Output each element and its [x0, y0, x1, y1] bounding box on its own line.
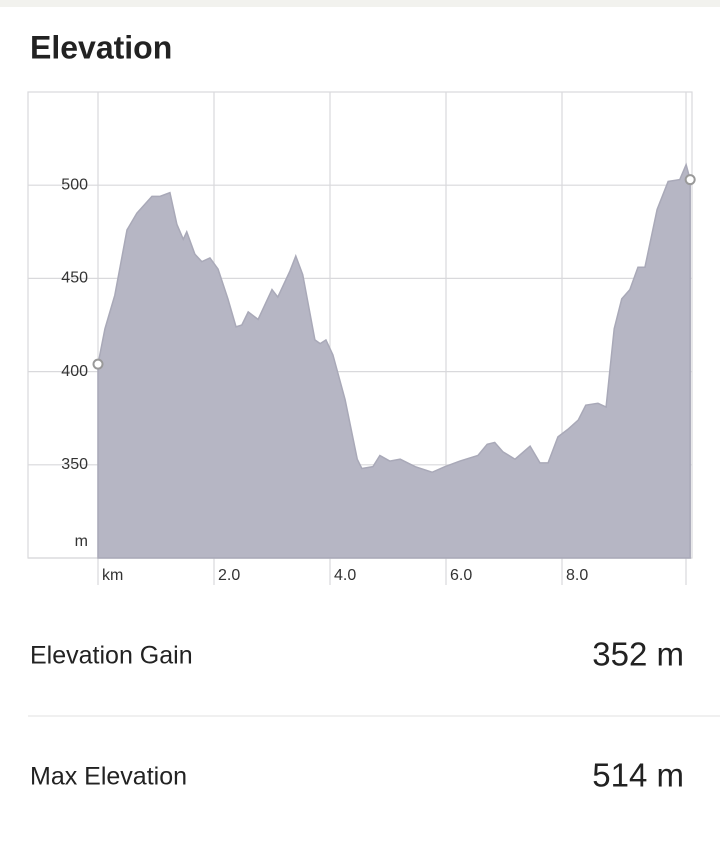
y-tick-label: 350: [61, 456, 88, 473]
stat-label: Max Elevation: [30, 763, 187, 791]
stat-value: 352 m: [592, 636, 684, 673]
plot: m 350 400 450 500 km 2.0 4.0 6.0 8.0: [27, 91, 696, 585]
endpoint-marker: [92, 358, 104, 370]
y-tick-label: 500: [61, 176, 88, 193]
x-tick-label: 6.0: [450, 567, 472, 584]
top-strip: [0, 0, 720, 7]
chart-title: Elevation: [30, 29, 172, 65]
elevation-area: [97, 162, 691, 559]
stat-value: 514 m: [592, 757, 684, 794]
stat-label: Elevation Gain: [30, 642, 193, 670]
x-tick-label: 4.0: [334, 567, 356, 584]
x-tick-label: 2.0: [218, 567, 240, 584]
x-tick-label: 8.0: [566, 567, 588, 584]
y-tick-label: m: [75, 533, 88, 550]
y-tick-label: 450: [61, 270, 88, 287]
y-tick-label: 400: [61, 363, 88, 380]
endpoint-marker: [684, 174, 696, 186]
x-tick-label: km: [102, 567, 123, 584]
